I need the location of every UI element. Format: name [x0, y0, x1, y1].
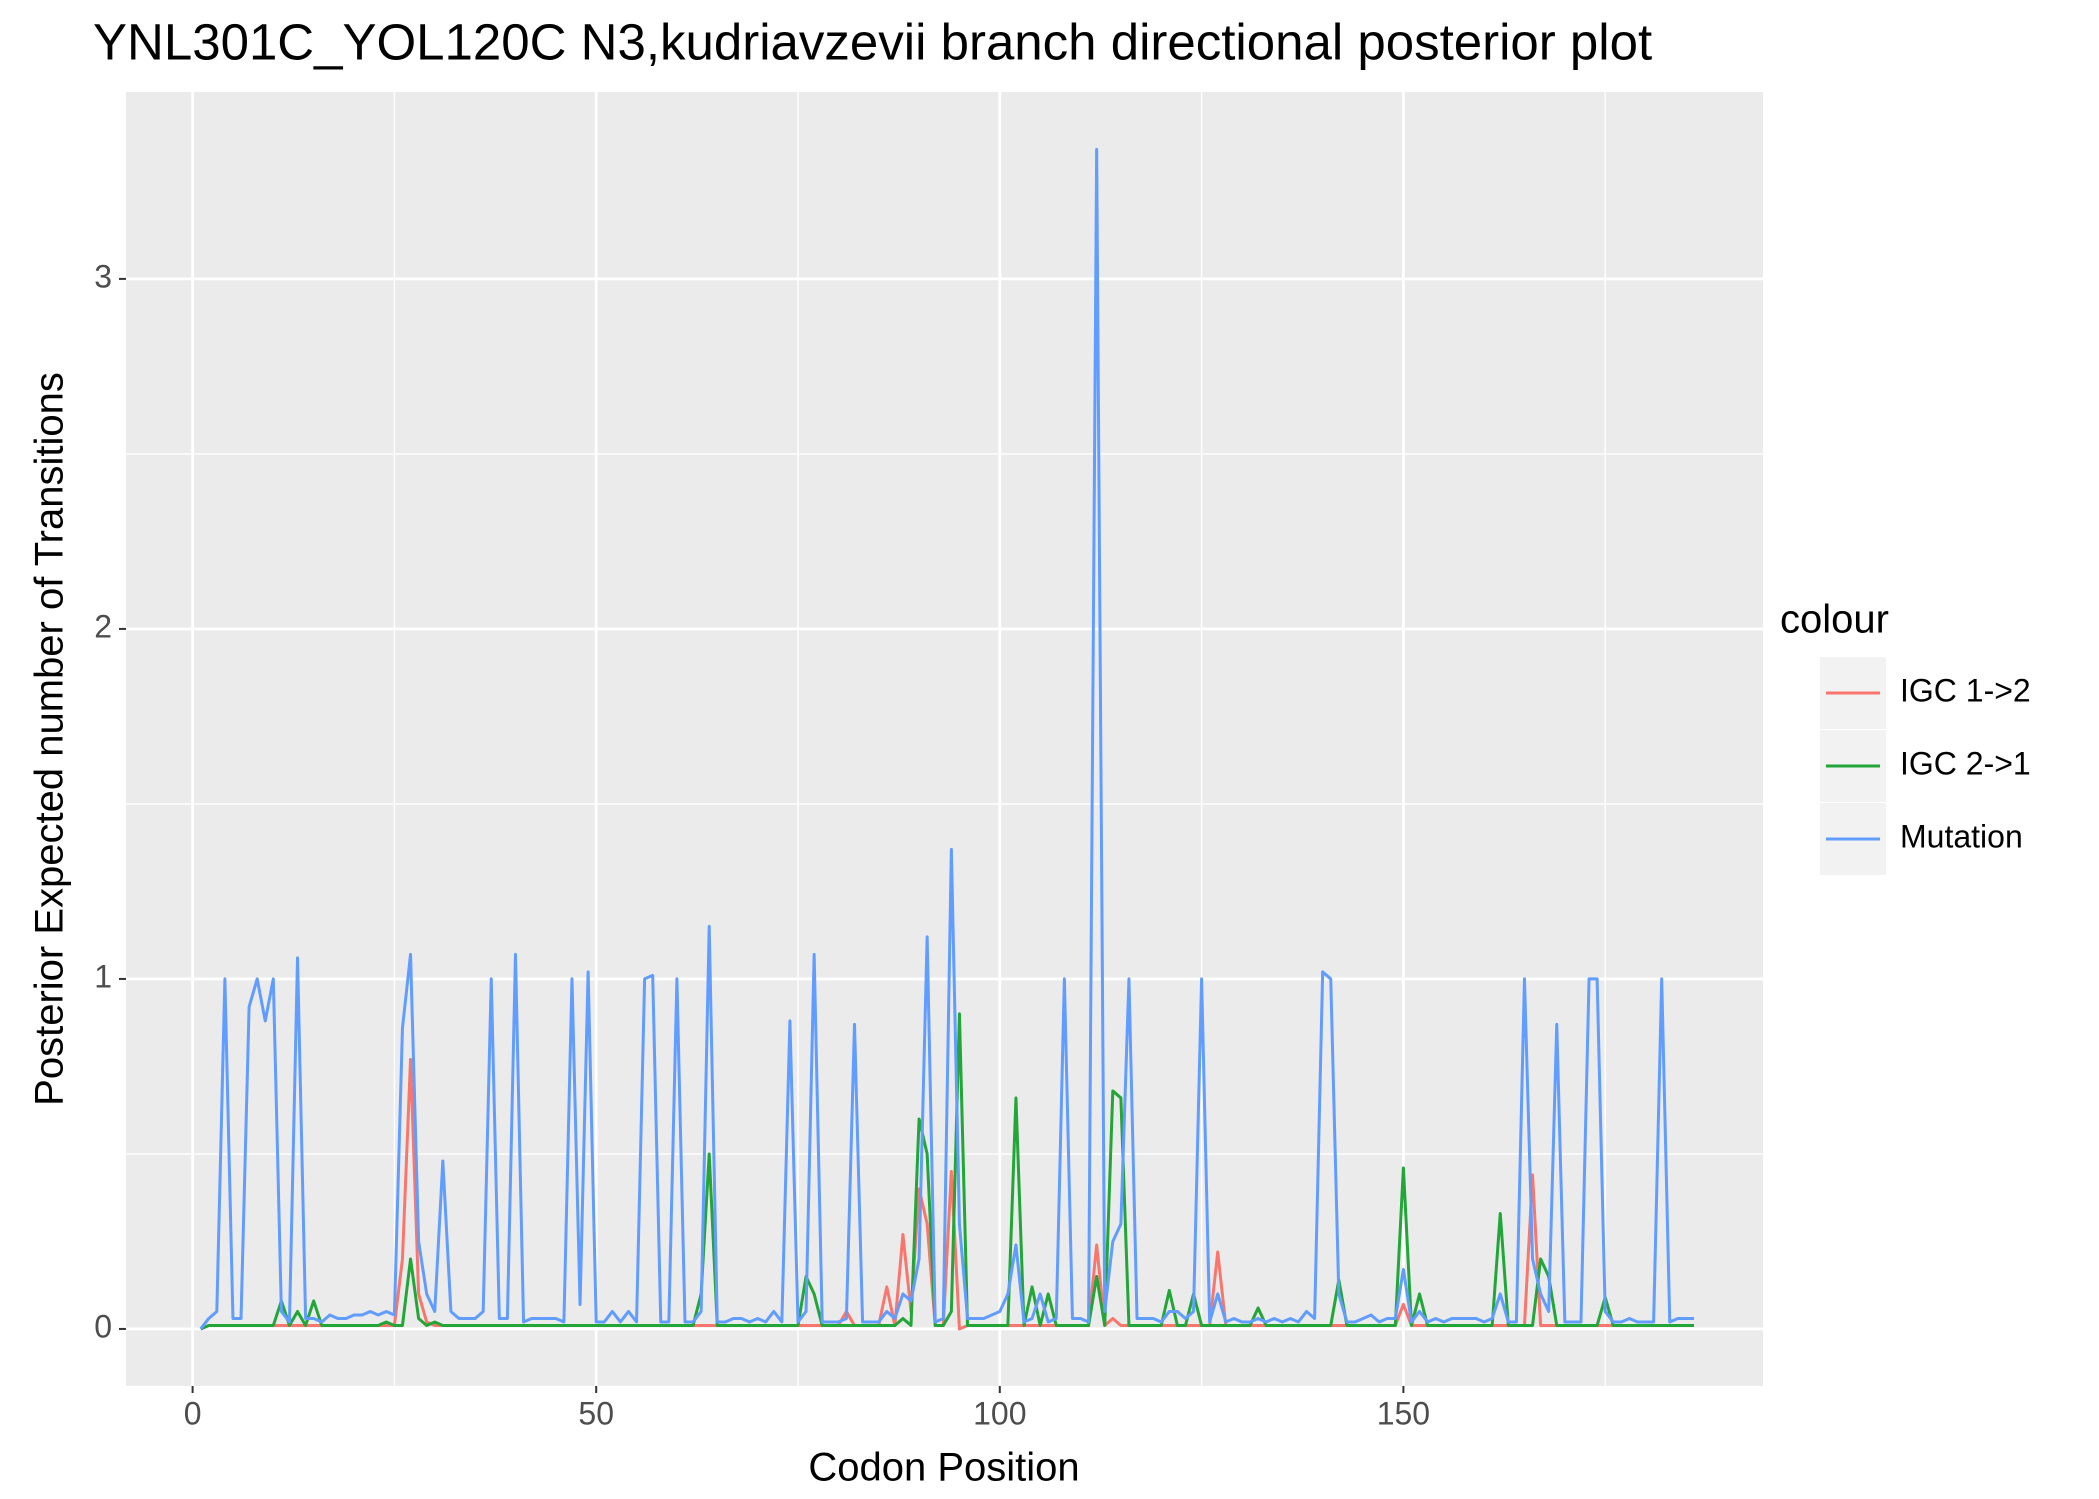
y-tick-label: 0 — [94, 1308, 112, 1344]
x-tick-label: 150 — [1377, 1395, 1430, 1431]
legend-label: Mutation — [1900, 818, 2023, 854]
y-tick-label: 2 — [94, 608, 112, 644]
x-tick-label: 0 — [184, 1395, 202, 1431]
legend-label: IGC 2->1 — [1900, 745, 2031, 781]
x-tick-label: 100 — [973, 1395, 1026, 1431]
y-tick-label: 1 — [94, 958, 112, 994]
x-tick-label: 50 — [578, 1395, 614, 1431]
legend-title: colour — [1780, 598, 1889, 642]
x-axis-label: Codon Position — [808, 1446, 1079, 1490]
legend-label: IGC 1->2 — [1900, 672, 2031, 708]
y-tick-label: 3 — [94, 258, 112, 294]
y-axis-label: Posterior Expected number of Transitions — [28, 372, 72, 1106]
data-line — [199, 147, 1694, 1330]
chart-title: YNL301C_YOL120C N3,kudriavzevii branch d… — [93, 13, 1652, 70]
data-line — [200, 1012, 1694, 1331]
